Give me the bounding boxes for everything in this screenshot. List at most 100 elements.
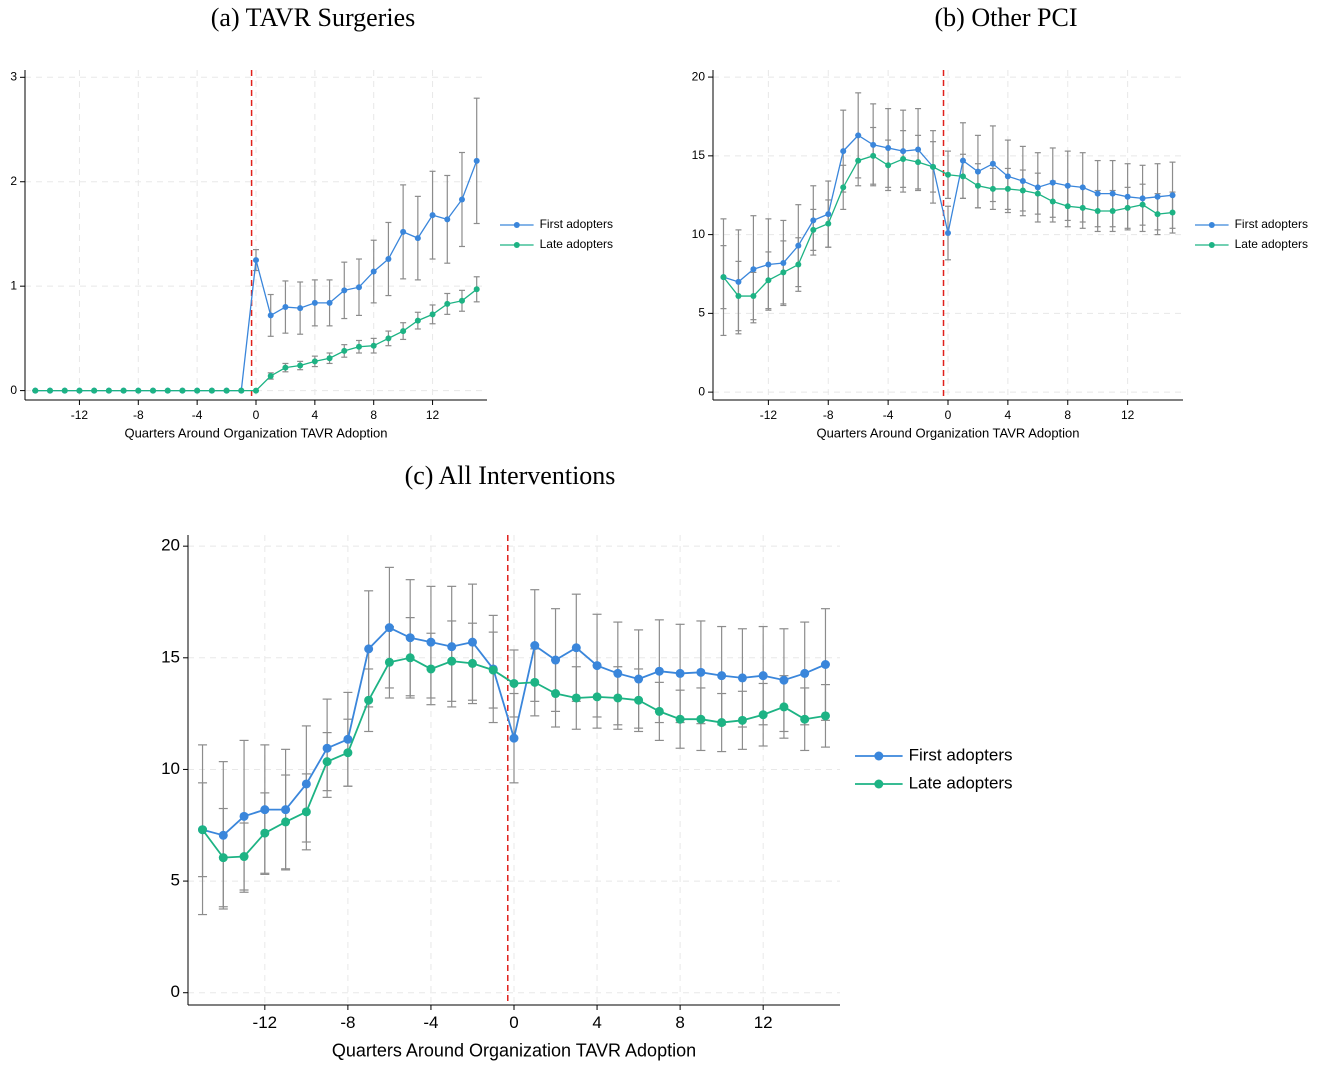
x-tick-label: -4 [423, 1013, 438, 1032]
y-tick-label: 20 [161, 536, 180, 555]
y-tick-label: 15 [692, 148, 706, 162]
point [825, 211, 832, 218]
point [1094, 190, 1101, 197]
point [414, 235, 421, 242]
point [239, 852, 249, 862]
point [253, 387, 259, 394]
point [322, 743, 332, 753]
y-tick-label: 0 [171, 982, 180, 1001]
point [1094, 207, 1101, 214]
x-axis-label: Quarters Around Organization TAVR Adopti… [816, 425, 1079, 440]
point [840, 148, 847, 155]
legend-marker [874, 779, 884, 789]
point [194, 387, 201, 394]
point [47, 387, 54, 394]
point [989, 160, 996, 167]
point [737, 715, 747, 725]
point [717, 718, 727, 728]
point [959, 157, 966, 164]
legend-label: Late adopters [1235, 237, 1308, 251]
point [467, 658, 477, 668]
x-tick-label: 8 [1064, 408, 1071, 422]
point [915, 159, 922, 166]
point [385, 256, 392, 263]
point [1064, 182, 1071, 189]
point [1049, 179, 1056, 186]
point [400, 228, 407, 235]
point [810, 217, 817, 224]
point [370, 342, 377, 349]
point [281, 817, 291, 827]
point [414, 317, 421, 324]
x-tick-label: -4 [883, 408, 894, 422]
point [885, 144, 892, 151]
point [1004, 185, 1011, 192]
point [571, 693, 581, 703]
y-tick-label: 5 [171, 871, 180, 890]
point [820, 660, 830, 670]
point [385, 335, 392, 342]
point [326, 355, 333, 362]
x-tick-label: 4 [1005, 408, 1012, 422]
point [91, 387, 98, 394]
point [311, 299, 318, 306]
point [1139, 201, 1146, 208]
x-tick-label: -4 [192, 408, 203, 422]
point [592, 692, 602, 702]
point [343, 734, 353, 744]
point [267, 312, 274, 319]
x-tick-label: 0 [509, 1013, 518, 1032]
legend-label: Late adopters [909, 773, 1013, 792]
point [260, 828, 270, 838]
point [1064, 203, 1071, 210]
point [1034, 184, 1041, 191]
point [675, 714, 685, 724]
x-tick-label: -12 [71, 408, 89, 422]
legend-marker [1208, 242, 1215, 248]
legend-label: First adopters [1235, 217, 1308, 231]
point [765, 277, 772, 284]
x-tick-label: 12 [426, 408, 440, 422]
point [218, 830, 228, 840]
point [675, 668, 685, 678]
x-tick-label: -12 [760, 408, 778, 422]
point [447, 656, 457, 666]
point [343, 748, 353, 758]
point [164, 387, 171, 394]
point [717, 671, 727, 681]
point [820, 711, 830, 721]
point [1169, 209, 1176, 216]
legend-label: First adopters [909, 745, 1013, 764]
point [1079, 184, 1086, 191]
point [282, 364, 289, 371]
point [238, 387, 245, 394]
point [1004, 173, 1011, 180]
point [551, 689, 561, 699]
panel-title: (b) Other PCI [935, 3, 1078, 32]
point [592, 661, 602, 671]
point [444, 300, 451, 307]
point [945, 171, 951, 178]
point [613, 668, 623, 678]
point [297, 305, 304, 312]
x-tick-label: 8 [675, 1013, 684, 1032]
point [840, 184, 847, 191]
point [260, 805, 270, 815]
point [530, 641, 540, 651]
point [1019, 178, 1026, 185]
point [551, 655, 561, 665]
point [855, 132, 862, 139]
y-tick-label: 20 [692, 69, 706, 83]
point [405, 653, 415, 663]
point [825, 220, 832, 227]
point [267, 372, 274, 379]
point [223, 387, 230, 394]
point [765, 261, 772, 268]
x-tick-label: 8 [370, 408, 377, 422]
point [780, 269, 787, 276]
point [467, 637, 477, 647]
x-tick-label: -8 [133, 408, 144, 422]
point [488, 665, 498, 675]
y-tick-label: 2 [10, 174, 17, 188]
